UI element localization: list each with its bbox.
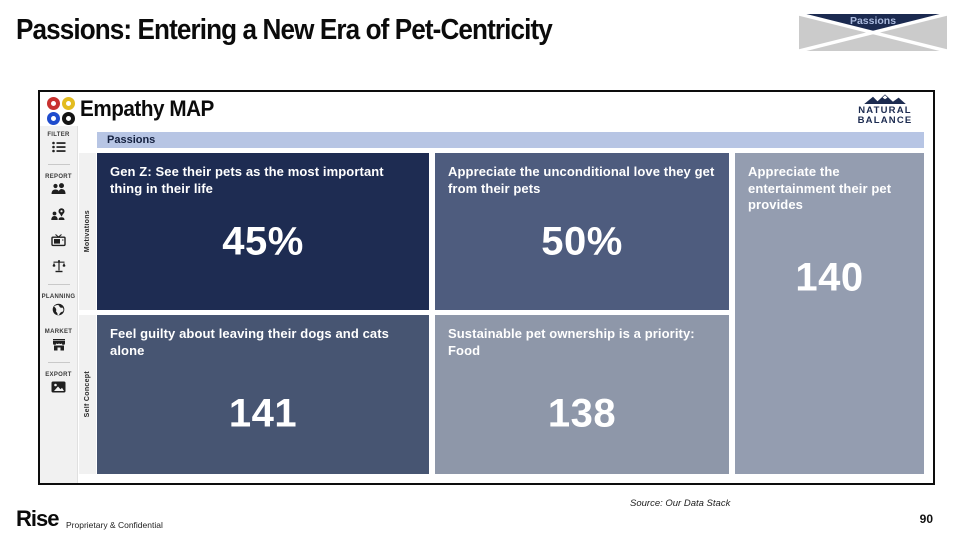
app-logo xyxy=(47,97,75,125)
empathy-map-panel: Empathy MAP NATURAL BALANCE FILTER xyxy=(38,90,935,485)
tile-label: Appreciate the unconditional love they g… xyxy=(448,164,715,196)
rise-logo: Rise xyxy=(16,506,59,531)
treemap-tile-entertainment[interactable]: Appreciate the entertainment their pet p… xyxy=(735,153,924,474)
brand-line2: BALANCE xyxy=(857,115,913,126)
sidebar-section-market: MARKET xyxy=(44,329,73,335)
image-icon[interactable] xyxy=(51,381,66,393)
pyramid-tag-label: Passions xyxy=(850,15,896,27)
mountains-icon xyxy=(864,94,906,104)
app-sidebar: FILTER REPORT xyxy=(40,126,78,483)
sidebar-section-filter: FILTER xyxy=(47,132,70,138)
tile-value: 141 xyxy=(228,391,298,436)
tile-label: Feel guilty about leaving their dogs and… xyxy=(110,326,389,358)
logo-circle-blue xyxy=(47,112,60,125)
globe-icon[interactable] xyxy=(52,303,65,316)
panel-title: Empathy MAP xyxy=(80,96,214,121)
slide-title: Passions: Entering a New Era of Pet-Cent… xyxy=(16,14,553,46)
category-bar: Passions xyxy=(97,132,924,148)
logo-circle-black xyxy=(62,112,75,125)
sidebar-divider xyxy=(47,362,70,363)
axis-strip-motivations: Motivations xyxy=(79,153,96,310)
people-icon[interactable] xyxy=(51,183,66,195)
natural-balance-logo: NATURAL BALANCE xyxy=(849,94,921,126)
treemap-tile-guilty[interactable]: Feel guilty about leaving their dogs and… xyxy=(97,315,429,474)
confidentiality-note: Proprietary & Confidential xyxy=(66,520,163,530)
passions-pyramid-tag: Passions xyxy=(799,9,947,55)
brand-line1: NATURAL xyxy=(858,105,912,116)
tile-value: 45% xyxy=(222,219,304,264)
tile-value: 50% xyxy=(541,219,623,264)
sidebar-divider xyxy=(47,164,70,165)
tile-label: Gen Z: See their pets as the most import… xyxy=(110,164,384,196)
treemap-tile-unconditional-love[interactable]: Appreciate the unconditional love they g… xyxy=(435,153,729,310)
tile-label: Appreciate the entertainment their pet p… xyxy=(748,164,892,213)
pyramid-graphic: Passions xyxy=(799,12,947,53)
sidebar-section-planning: PLANNING xyxy=(41,294,76,300)
sidebar-section-export: EXPORT xyxy=(45,372,72,378)
list-icon[interactable] xyxy=(51,141,66,153)
axis-label-motivations: Motivations xyxy=(84,210,91,253)
axis-strip-self-concept: Self Concept xyxy=(79,315,96,474)
sidebar-section-report: REPORT xyxy=(45,174,72,180)
logo-circle-red xyxy=(47,97,60,110)
treemap-tile-sustainable[interactable]: Sustainable pet ownership is a priority:… xyxy=(435,315,729,474)
sidebar-divider xyxy=(47,284,70,285)
logo-circle-yellow xyxy=(62,97,75,110)
tile-value: 138 xyxy=(547,391,617,436)
tv-icon[interactable] xyxy=(51,234,66,247)
treemap: Gen Z: See their pets as the most import… xyxy=(97,153,924,474)
source-note: Source: Our Data Stack xyxy=(630,498,731,509)
scales-icon[interactable] xyxy=(52,260,66,273)
tile-label: Sustainable pet ownership is a priority:… xyxy=(448,326,695,358)
audience-pin-icon[interactable] xyxy=(51,208,66,221)
store-icon[interactable] xyxy=(52,338,66,351)
axis-label-self-concept: Self Concept xyxy=(84,371,91,418)
treemap-tile-genz[interactable]: Gen Z: See their pets as the most import… xyxy=(97,153,429,310)
tile-value: 140 xyxy=(795,255,864,300)
page-number: 90 xyxy=(919,512,933,526)
